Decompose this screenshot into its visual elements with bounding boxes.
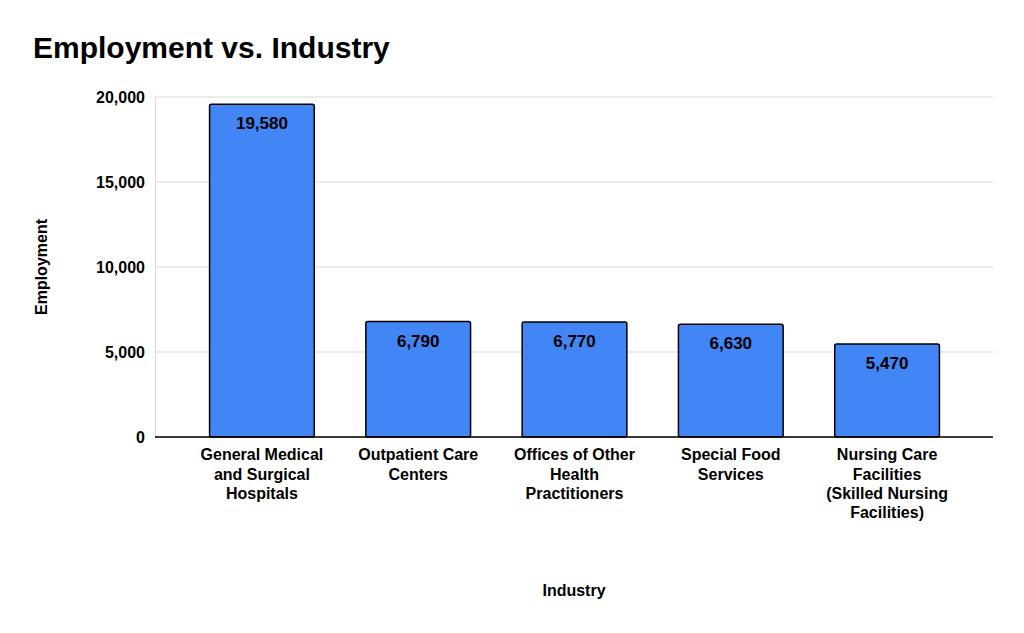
y-tick-label: 0 [136,429,145,446]
data-label: 5,470 [866,354,909,373]
bar [678,324,783,437]
y-axis: 0 5,000 10,000 15,000 20,000 [96,89,155,446]
x-tick: Nursing Care Facilities (Skilled Nursing Fa… [826,437,948,521]
bar [366,322,471,437]
title: Employment vs. Industry [33,31,390,64]
x-axis-line [155,436,993,438]
y-tick: 10,000 [96,259,155,276]
bar [835,344,940,437]
data-labels: 19,580 6,790 6,770 6,630 5,470 [236,114,908,373]
x-axis-title: Industry [542,582,605,599]
y-tick-label: 15,000 [96,174,145,191]
data-label: 6,630 [710,334,753,353]
label-line: Nursing Care [837,446,938,463]
data-label: 6,770 [553,332,596,351]
grid-line [155,437,993,438]
y-tick: 0 [136,429,155,446]
x-tick: Offices of Other Health Practitioners [514,437,635,502]
grid-line [155,97,993,98]
label-line: Outpatient Care [358,446,478,463]
x-tick-label: Offices of Other Health Practitioners [514,446,635,501]
bar [210,104,315,437]
y-tick-label: 5,000 [105,344,145,361]
label-line: Practitioners [526,485,624,502]
y-axis-title: Employment [33,218,50,315]
x-tick-label: Nursing Care Facilities (Skilled Nursing Fa… [826,446,948,521]
data-label: 19,580 [236,114,288,133]
y-tick: 15,000 [96,174,155,191]
x-axis: General Medical and Surgical Hospitals Outp… [155,437,993,521]
y-tick-label: 20,000 [96,89,145,106]
label-line: Special Food [681,446,781,463]
bars [210,104,940,437]
label-line: Health [550,466,599,483]
label-line: and Surgical [214,466,310,483]
chart: 0 5,000 10,000 15,000 20,000 General Medical a… [0,0,1024,633]
x-tick-label: Outpatient Care Centers [358,446,478,482]
label-line: Centers [388,466,448,483]
x-tick: Special Food Services [681,437,781,483]
label-line: Facilities) [850,504,924,521]
label-line: (Skilled Nursing [826,485,948,502]
label-line: Services [698,466,764,483]
label-line: Facilities [853,466,922,483]
x-tick-label: Special Food Services [681,446,781,482]
x-tick-label: General Medical and Surgical Hospitals [201,446,324,501]
bar [522,322,627,437]
y-tick-label: 10,000 [96,259,145,276]
label-line: General Medical [201,446,324,463]
y-tick: 5,000 [105,344,155,361]
data-label: 6,790 [397,332,440,351]
grid [155,97,993,437]
label-line: Hospitals [226,485,298,502]
x-tick: General Medical and Surgical Hospitals [201,437,324,502]
y-tick: 20,000 [96,89,155,106]
label-line: Offices of Other [514,446,635,463]
x-tick: Outpatient Care Centers [358,437,478,483]
y-axis-line [155,98,156,438]
